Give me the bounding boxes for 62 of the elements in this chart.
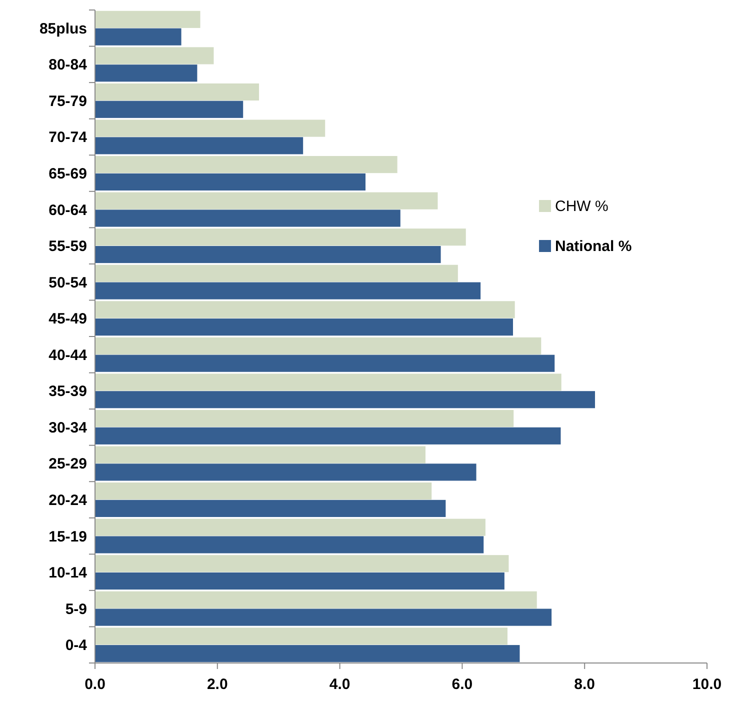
y-tick-label: 10-14: [48, 564, 88, 582]
bar: [95, 391, 596, 408]
legend-label: CHW %: [555, 198, 608, 215]
y-tick-label: 35-39: [48, 383, 87, 400]
bar: [95, 374, 562, 391]
bar: [95, 500, 446, 517]
bar: [95, 337, 542, 354]
bar: [95, 446, 426, 464]
bar: [95, 591, 537, 608]
y-tick-label: 55-59: [48, 238, 87, 256]
bar: [95, 100, 244, 118]
bar: [95, 246, 441, 264]
bar: [95, 282, 481, 300]
y-tick-label: 15-19: [48, 528, 87, 546]
bar: [95, 628, 508, 645]
y-tick-label: 50-54: [48, 274, 88, 292]
bar: [95, 518, 486, 536]
bar: [95, 410, 514, 428]
bar: [95, 301, 515, 318]
y-tick-label: 5-9: [65, 600, 87, 618]
y-tick-label: 40-44: [48, 346, 88, 364]
y-tick-label: 80-84: [48, 56, 88, 74]
x-tick-label: 10.0: [692, 676, 722, 693]
y-tick-label: 45-49: [48, 310, 87, 328]
x-tick-label: 2.0: [206, 676, 228, 693]
y-tick-label: 0-4: [65, 637, 88, 654]
x-tick-label: 4.0: [329, 676, 350, 693]
bar: [95, 572, 504, 590]
bar: [95, 120, 326, 137]
bar: [95, 64, 198, 82]
bar: [95, 318, 513, 336]
bar: [95, 10, 200, 28]
bar: [95, 645, 520, 662]
bar: [95, 156, 398, 174]
bar: [95, 555, 509, 572]
bar: [95, 192, 438, 210]
bar: [95, 210, 400, 227]
y-tick-label: 30-34: [48, 419, 88, 436]
bar: [95, 47, 214, 64]
y-tick-label: 20-24: [48, 492, 88, 509]
bar: [95, 427, 561, 444]
bar: [95, 28, 182, 46]
bar: [95, 354, 555, 372]
bar: [95, 464, 476, 481]
bar: [95, 173, 366, 190]
bar: [95, 536, 484, 554]
x-tick-label: 8.0: [574, 676, 596, 693]
y-tick-label: 75-79: [48, 92, 87, 110]
y-tick-label: 60-64: [48, 202, 88, 219]
y-tick-label: 85plus: [39, 20, 87, 38]
bar: [95, 608, 552, 626]
x-tick-label: 0.0: [84, 676, 106, 693]
y-tick-label: 70-74: [48, 129, 88, 146]
bar: [95, 228, 466, 246]
y-tick-label: 65-69: [48, 166, 87, 182]
y-tick-label: 25-29: [48, 456, 87, 473]
x-tick-label: 6.0: [452, 676, 473, 693]
bar: [95, 137, 304, 154]
bar: [95, 264, 458, 282]
bar: [95, 482, 432, 500]
legend-label: National %: [555, 238, 632, 255]
bar: [95, 83, 260, 101]
